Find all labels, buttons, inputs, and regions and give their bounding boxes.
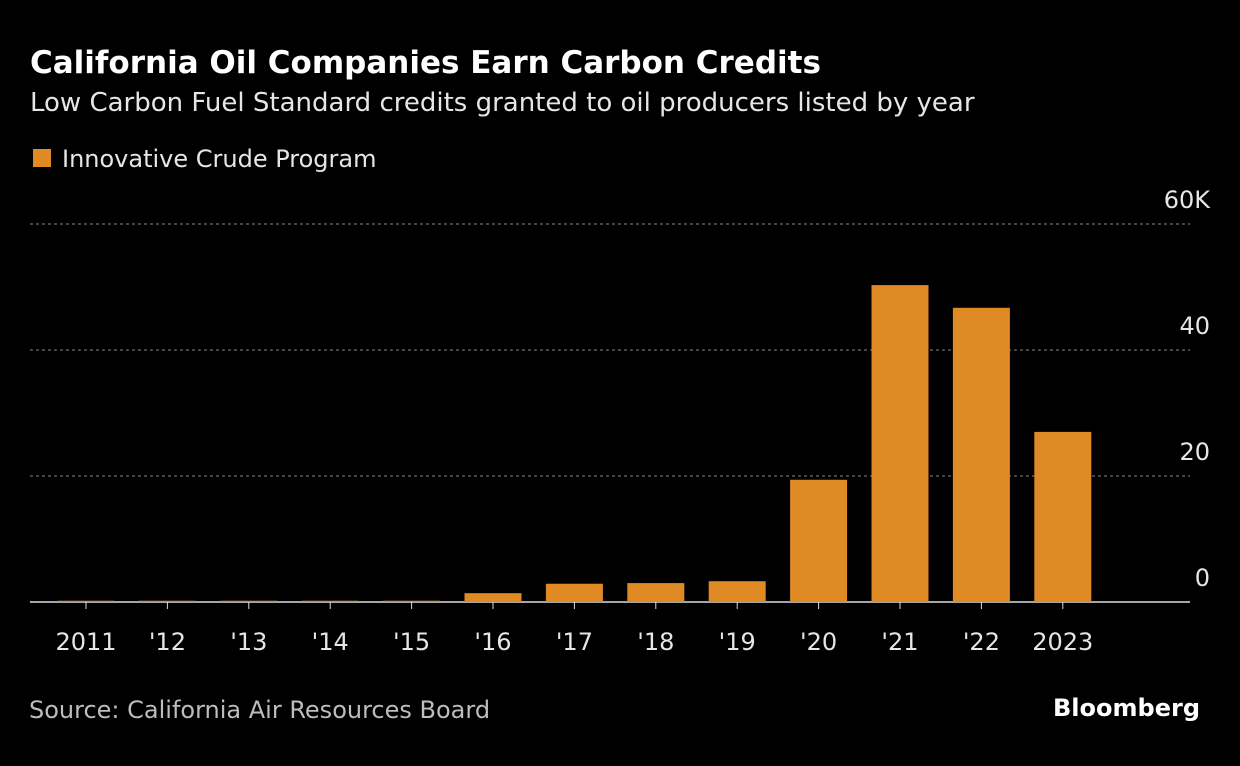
x-tick-label: '17	[556, 628, 593, 656]
x-tick-label: '12	[149, 628, 186, 656]
bar	[952, 307, 1010, 602]
brand: Bloomberg	[1053, 694, 1200, 722]
bar	[383, 600, 441, 602]
bar	[1034, 431, 1092, 602]
bar	[220, 600, 278, 602]
x-tick-label: '14	[312, 628, 349, 656]
bar	[627, 583, 685, 602]
chart-title: California Oil Companies Earn Carbon Cre…	[30, 45, 821, 81]
source: Source: California Air Resources Board	[29, 696, 490, 724]
x-tick-label: 2023	[1032, 628, 1093, 656]
bar	[871, 285, 929, 602]
x-tick-label: 2011	[55, 628, 116, 656]
y-tick-label: 60K	[1164, 186, 1212, 214]
y-tick-label: 40	[1179, 312, 1210, 340]
x-tick-label: '18	[637, 628, 674, 656]
bar	[138, 600, 196, 602]
x-tick-label: '15	[393, 628, 430, 656]
legend-swatch	[33, 149, 51, 167]
bar	[301, 600, 359, 602]
bar	[464, 593, 522, 602]
x-tick-label: '13	[230, 628, 267, 656]
x-tick-label: '20	[800, 628, 837, 656]
legend-label: Innovative Crude Program	[62, 145, 377, 173]
y-tick-label: 20	[1179, 438, 1210, 466]
chart-subtitle: Low Carbon Fuel Standard credits granted…	[30, 88, 975, 118]
y-tick-label: 0	[1195, 564, 1210, 592]
x-tick-label: '16	[474, 628, 511, 656]
x-tick-label: '22	[963, 628, 1000, 656]
bar	[708, 581, 766, 602]
bar	[57, 600, 115, 602]
bar	[790, 479, 848, 602]
bar	[545, 583, 603, 602]
x-tick-label: '21	[881, 628, 918, 656]
x-tick-label: '19	[719, 628, 756, 656]
